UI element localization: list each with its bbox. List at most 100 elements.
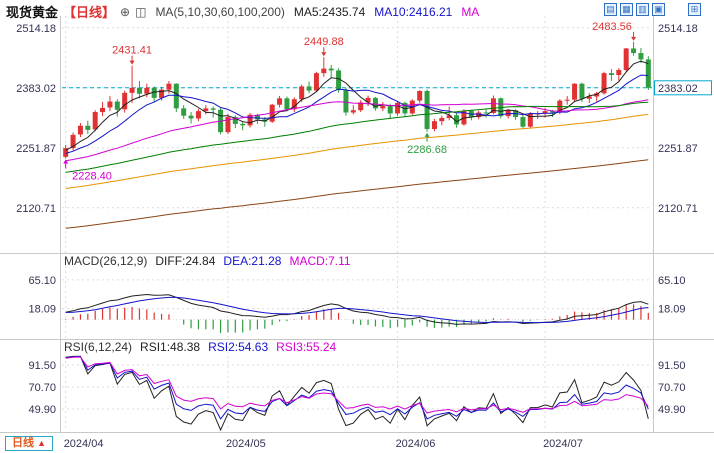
rsi-line-6 [65,355,649,432]
macd-dea-line [65,296,649,324]
candle-body [387,106,393,114]
annotation-label: 2449.88 [304,36,344,48]
candle-body [63,148,69,157]
candle-body [114,101,120,110]
x-axis-month-label: 2024/07 [543,438,583,450]
candle-body [372,97,378,109]
candle-body [225,117,231,133]
candle-body [122,92,128,110]
candle-body [254,114,260,120]
candle-body [358,102,364,111]
candle-body [195,111,201,119]
axis-tick-label-left: 65.10 [28,275,56,287]
period-label: 【日线】 [63,5,116,20]
axis-tick-label-right: 49.90 [658,404,686,416]
timeframe-label: 日线 [12,437,34,449]
axis-tick-label-right: 2251.87 [658,143,698,155]
axis-tick-label-left: 2383.02 [16,83,56,95]
kline-view-icon[interactable]: ▤ [604,3,617,16]
candle-body [240,123,246,126]
ma-line-60 [65,101,649,173]
candle-body [365,97,371,103]
axis-tick-label-left: 70.70 [28,382,56,394]
chart-header: 现货黄金 【日线】 ⊕ ◫ MA(5,10,30,60,100,200) MA5… [6,2,479,21]
candle-body [173,83,179,109]
annotation-label: 2286.68 [407,144,447,156]
candle-body [402,102,408,114]
candle-body [77,125,83,135]
candle-body [277,98,283,105]
candle-body [527,113,533,127]
candle-body [85,125,91,130]
candle-body [151,87,157,98]
annotation-arrowhead [321,52,327,57]
candle-body [586,96,592,99]
candle-body [343,90,349,113]
candle-body [476,112,482,118]
timeframe-selector[interactable]: 日线 ▲ [5,436,53,451]
macd-diff-value: DIFF:24.84 [155,254,216,268]
chart-toolbar: ▤ ▦ ▥ ▣ [604,3,665,16]
candle-body [454,115,460,125]
candle-body [107,101,113,108]
candle-body [210,108,216,110]
panels-view-icon[interactable]: ▣ [652,3,665,16]
candle-body [336,70,342,91]
candle-body [490,98,496,113]
candle-body [299,86,305,100]
candle-body [549,111,555,113]
ma-line-100 [65,113,649,189]
candle-body [608,73,614,75]
candle-body [638,53,644,60]
split-view-icon[interactable]: ▥ [636,3,649,16]
candle-body [166,83,172,90]
rsi-header: RSI(6,12,24) RSI1:48.38 RSI2:54.63 RSI3:… [64,340,336,354]
candle-body [232,117,238,124]
candle-body [284,98,290,110]
candle-body [188,115,194,119]
candle-body [181,108,187,116]
annotation-arrowhead [63,159,69,164]
candle-body [306,86,312,91]
plus-circle-icon[interactable]: ⊕ [120,4,131,19]
rsi-line-12 [65,356,649,420]
annotation-label: 2483.56 [592,21,632,33]
candle-body [291,99,297,110]
candle-body [601,73,607,94]
candle-body [159,89,165,98]
candle-body [395,102,401,114]
axis-tick-label-right: 65.10 [658,275,686,287]
rsi-line-24 [65,356,649,414]
last-price-value: 2383.02 [658,83,698,95]
ma10-value: MA10:2416.21 [374,4,453,19]
axis-tick-label-right: 70.70 [658,382,686,394]
candle-body [417,91,423,101]
candle-body [520,117,526,127]
x-axis-month-label: 2024/05 [226,438,266,450]
candlestick-icon[interactable]: ◫ [135,4,147,19]
x-axis-month-label: 2024/06 [396,438,436,450]
macd-value: MACD:7.11 [289,254,351,268]
axis-tick-label-right: 2120.71 [658,203,698,215]
annotation-label: 2228.40 [72,171,112,183]
candle-body [350,110,356,113]
axis-tick-label-left: 2251.87 [16,143,56,155]
ma5-value: MA5:2435.74 [293,4,366,19]
rsi3-value: RSI3:55.24 [276,340,337,354]
axis-tick-label-left: 18.09 [28,304,56,316]
candle-body [431,121,437,129]
candle-body [100,107,106,113]
candle-body [631,48,637,54]
grid-view-icon[interactable]: ▦ [620,3,633,16]
rsi2-value: RSI2:54.63 [208,340,269,354]
rsi1-value: RSI1:48.38 [140,340,201,354]
macd-header: MACD(26,12,9) DIFF:24.84 DEA:21.28 MACD:… [64,254,351,268]
candle-body [144,87,150,94]
candle-body [247,114,253,126]
candle-body [380,106,386,109]
ma-more-value: MA [461,4,480,19]
macd-dea-value: DEA:21.28 [223,254,282,268]
ma-line-200 [65,159,649,229]
maximize-icon[interactable]: ⊞ [688,3,701,16]
